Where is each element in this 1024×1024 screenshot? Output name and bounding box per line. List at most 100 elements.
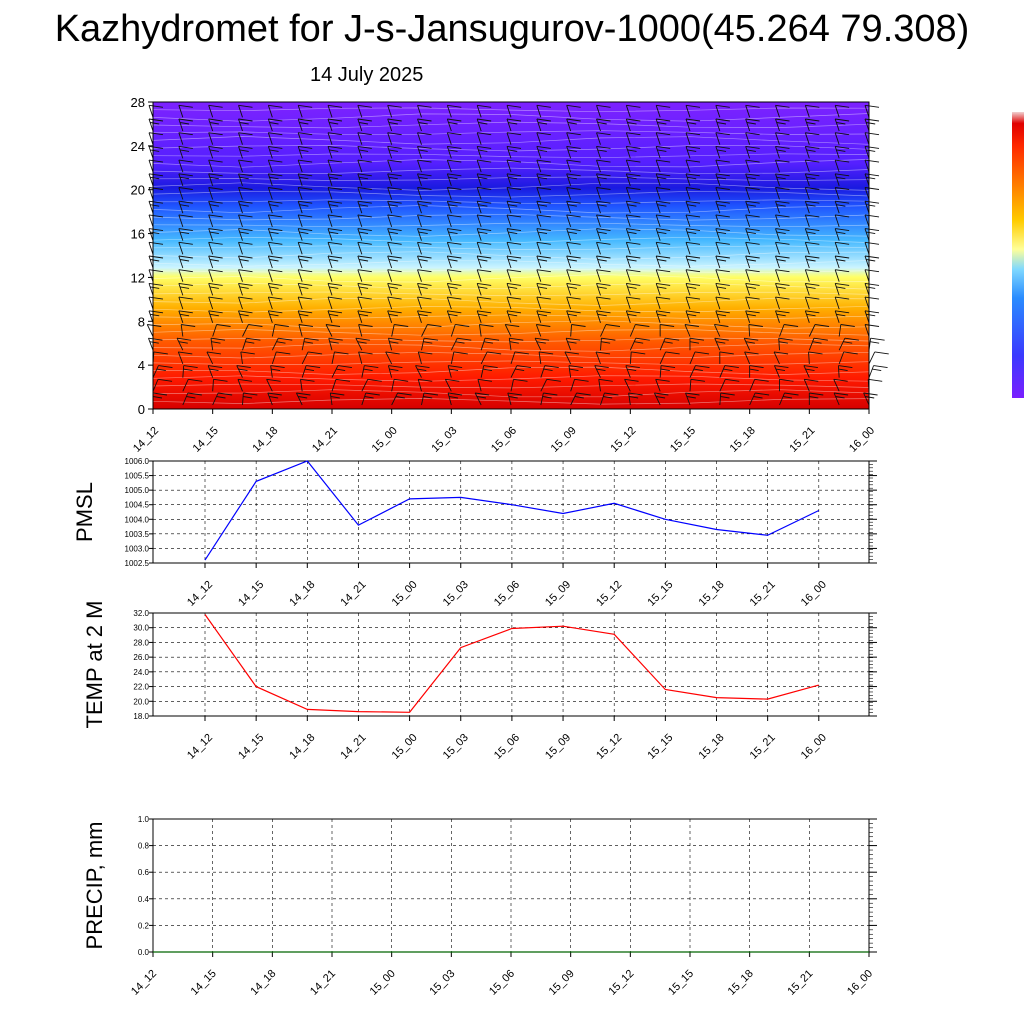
barb-staff [506,296,512,310]
wind-barb [476,296,492,310]
barb-flag [478,286,488,289]
barb-flag [724,365,739,369]
barb-flag [536,324,551,327]
barb-flag [239,259,249,262]
barb-flag [268,228,283,232]
barb-flag [506,118,522,122]
barb-staff [715,283,721,296]
contour-line [152,268,870,274]
y-tick-label: 12 [131,270,145,285]
wind-barb [208,282,223,296]
x-tick-label: 16_00 [845,968,875,998]
wind-barb [297,214,313,228]
wind-barb [775,145,790,159]
wind-barb [178,118,193,132]
barb-staff [238,283,243,296]
barb-staff [596,187,601,200]
y-tick-label: 4 [138,358,145,373]
wind-barb [804,104,820,118]
barb-staff [242,324,249,337]
barb-flag [596,255,611,259]
wind-barb [685,241,701,255]
wind-barb [745,296,760,310]
barb-staff [685,214,691,228]
barb-staff [566,283,572,296]
barb-staff [566,187,572,200]
wind-barb [297,159,313,173]
barb-flag [148,255,164,259]
barb-staff [864,159,870,173]
barb-staff [629,324,636,337]
barb-flag [268,118,283,122]
barb-flag [543,368,553,372]
wind-barb [301,337,319,351]
barb-flag [417,269,432,273]
wind-barb [745,269,760,282]
barb-staff [146,324,154,337]
barb-flag [477,200,492,204]
barb-staff [177,351,184,365]
wind-barb [357,104,372,118]
wind-barb [267,296,283,310]
wind-barb [297,296,313,310]
barb-flag [687,204,697,207]
barb-flag [208,200,223,204]
barb-flag [243,392,258,396]
barb-flag [447,118,462,122]
barb-staff [444,379,452,392]
barb-flag [357,173,372,177]
barb-flag [388,176,398,180]
barb-flag [355,337,370,341]
wind-barb [536,159,551,173]
wind-barb [212,324,231,337]
barb-flag [148,296,164,300]
barb-flag [864,118,880,122]
barb-flag [745,173,760,177]
barb-flag [477,310,492,314]
barb-flag [835,296,850,300]
barb-staff [745,105,751,118]
barb-staff [655,159,661,173]
barb-flag [744,337,759,341]
barb-flag [183,365,198,369]
barb-flag [447,282,462,286]
barb-flag [178,255,193,259]
barb-staff [238,255,243,269]
barb-flag [299,313,309,317]
barb-flag [835,187,850,190]
wind-barb [655,214,671,228]
barb-staff [625,132,631,145]
barb-flag [237,378,253,382]
barb-flag [327,296,343,300]
wind-barb [212,378,228,392]
barb-flag [567,313,577,317]
barb-flag [805,214,820,218]
barb-flag [418,176,428,180]
wind-barb [148,118,164,132]
barb-flag [806,286,816,289]
barb-staff [267,132,273,145]
barb-flag [269,396,279,399]
barb-staff [297,159,303,173]
barb-staff [148,296,154,310]
wind-barb [271,337,293,351]
barb-flag [626,282,641,286]
wind-barb [240,351,255,364]
barb-staff [685,146,691,159]
barb-flag [298,310,313,314]
barb-staff [178,269,184,282]
barb-flag [687,122,697,125]
wind-barb [566,296,581,310]
wind-barb [863,392,878,406]
barb-flag [745,187,760,190]
barb-flag [568,365,584,369]
barb-staff [446,214,452,228]
barb-flag [687,259,697,262]
wind-barb [267,159,283,173]
barb-flag [715,187,730,190]
barb-flag [626,187,641,190]
barb-staff [327,187,333,200]
contour-line [152,145,870,152]
wind-barb [446,187,462,200]
wind-barb [474,392,490,406]
